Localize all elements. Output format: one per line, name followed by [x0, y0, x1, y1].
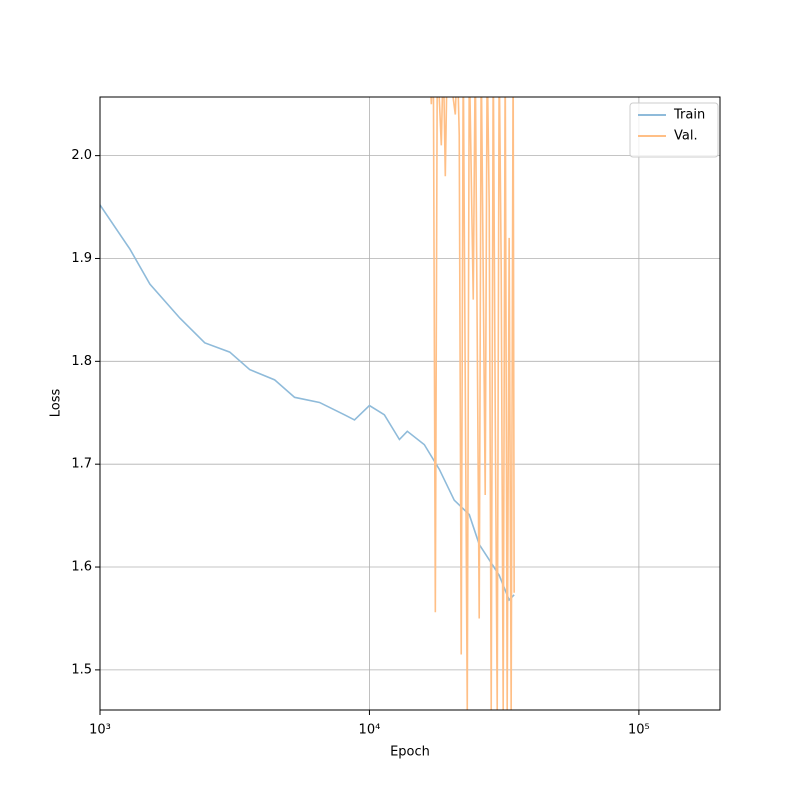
- y-axis-label: Loss: [49, 389, 64, 418]
- legend-label: Train: [673, 108, 705, 123]
- x-tick-label: 10⁴: [359, 723, 381, 738]
- legend-label: Val.: [674, 129, 698, 144]
- x-axis-label: Epoch: [390, 745, 430, 760]
- x-tick-label: 10³: [89, 723, 111, 738]
- legend: Train Val.: [629, 102, 719, 158]
- y-tick-label: 2.0: [71, 148, 92, 163]
- legend-box: [629, 102, 719, 158]
- y-tick-label: 1.7: [71, 457, 92, 472]
- y-tick-label: 1.8: [71, 354, 92, 369]
- plot-area: [100, 97, 515, 710]
- x-tick-label: 10⁵: [628, 723, 650, 738]
- series-line: [430, 97, 515, 710]
- y-tick-label: 1.9: [71, 251, 92, 266]
- axes-frame: [99, 96, 721, 711]
- y-tick-label: 1.6: [71, 560, 92, 575]
- y-tick-label: 1.5: [71, 662, 92, 677]
- ticks: 10³ 10⁴ 10⁵ 1.5 1.6 1.7 1.8 1.9 2.0: [71, 148, 649, 737]
